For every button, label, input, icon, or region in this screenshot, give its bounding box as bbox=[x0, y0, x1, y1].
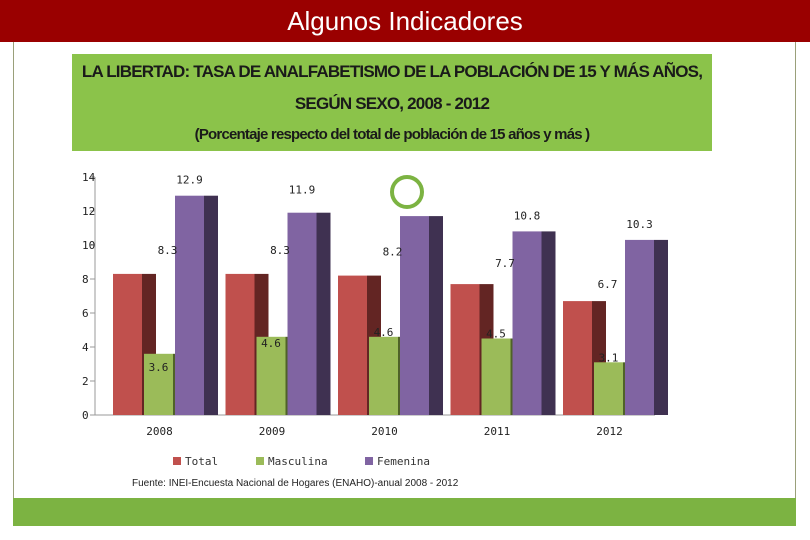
data-label-masculina-2012: 3.1 bbox=[599, 351, 619, 364]
bar-side-femenina-2010 bbox=[429, 216, 443, 415]
x-tick-label-2010: 2010 bbox=[371, 425, 398, 438]
legend-swatch-femenina bbox=[365, 457, 373, 465]
bar-side-femenina-2009 bbox=[316, 212, 331, 415]
x-tick-label-2008: 2008 bbox=[146, 425, 173, 438]
y-tick-label: 2 bbox=[82, 375, 89, 388]
bar-masculina-2010 bbox=[369, 336, 398, 415]
legend-label-masculina: Masculina bbox=[268, 455, 328, 468]
data-label-femenina-2008: 12.9 bbox=[176, 174, 203, 187]
bar-total-2012 bbox=[563, 301, 592, 415]
header-line-1: LA LIBERTAD: TASA DE ANALFABETISMO DE LA… bbox=[81, 62, 703, 81]
y-axis-ticks: 0 2 4 6 8 10 12 14 bbox=[82, 171, 96, 422]
bar-femenina-2008 bbox=[175, 195, 204, 415]
data-label-total-2011: 7.7 bbox=[495, 257, 515, 270]
data-label-masculina-2011: 4.5 bbox=[486, 328, 506, 341]
slide-title: Algunos Indicadores bbox=[287, 6, 523, 36]
bar-femenina-2011 bbox=[512, 231, 542, 415]
bar-masculina-2011 bbox=[481, 338, 511, 415]
x-tick-label-2012: 2012 bbox=[596, 425, 623, 438]
y-tick-label: 12 bbox=[82, 205, 95, 218]
bar-masculina-2008 bbox=[144, 353, 173, 415]
bar-side-femenina-2012 bbox=[654, 239, 668, 415]
chart-legend: Total Masculina Femenina bbox=[173, 455, 430, 468]
x-tick-label-2011: 2011 bbox=[484, 425, 511, 438]
x-tick-label-2009: 2009 bbox=[259, 425, 286, 438]
x-axis-labels: 2008 2009 2010 2011 2012 bbox=[146, 425, 623, 438]
data-label-total-2008: 8.3 bbox=[158, 244, 178, 257]
chart-header: LA LIBERTAD: TASA DE ANALFABETISMO DE LA… bbox=[72, 54, 712, 151]
header-line-2: SEGÚN SEXO, 2008 - 2012 bbox=[294, 94, 490, 113]
legend-swatch-masculina bbox=[256, 457, 264, 465]
source-note: Fuente: INEI-Encuesta Nacional de Hogare… bbox=[132, 478, 459, 489]
bar-total-2008 bbox=[113, 273, 142, 415]
y-tick-label: 6 bbox=[82, 307, 89, 320]
data-label-femenina-2009: 11.9 bbox=[289, 184, 316, 197]
y-tick-label: 8 bbox=[82, 273, 89, 286]
data-label-total-2009: 8.3 bbox=[270, 244, 290, 257]
y-tick-label: 4 bbox=[82, 341, 89, 354]
decorative-ring-icon bbox=[385, 170, 429, 214]
data-label-femenina-2011: 10.8 bbox=[514, 209, 541, 222]
bar-masculina-2009 bbox=[256, 336, 286, 415]
bar-total-2009 bbox=[225, 273, 255, 415]
y-tick-label: 14 bbox=[82, 171, 96, 184]
legend-label-total: Total bbox=[185, 455, 218, 468]
bar-femenina-2010 bbox=[400, 216, 429, 415]
y-tick-label: 0 bbox=[82, 409, 89, 422]
header-line-3: (Porcentaje respecto del total de poblac… bbox=[194, 126, 591, 143]
bar-femenina-2012 bbox=[625, 239, 654, 415]
bar-total-2011 bbox=[450, 284, 480, 415]
data-label-masculina-2008: 3.6 bbox=[149, 361, 169, 374]
data-label-total-2010: 8.2 bbox=[383, 246, 403, 259]
legend-label-femenina: Femenina bbox=[377, 455, 430, 468]
bar-masculina-2012 bbox=[594, 362, 623, 415]
bar-group bbox=[113, 195, 668, 415]
bar-total-2010 bbox=[338, 275, 367, 415]
title-banner: Algunos Indicadores bbox=[0, 0, 810, 42]
y-tick-label: 10 bbox=[82, 239, 95, 252]
legend-swatch-total bbox=[173, 457, 181, 465]
bar-femenina-2009 bbox=[287, 212, 317, 415]
data-label-femenina-2012: 10.3 bbox=[626, 218, 653, 231]
bar-side-femenina-2008 bbox=[204, 195, 218, 415]
bar-side-femenina-2011 bbox=[541, 231, 556, 415]
footer-bar bbox=[13, 498, 796, 526]
data-label-masculina-2009: 4.6 bbox=[261, 337, 281, 350]
data-label-masculina-2010: 4.6 bbox=[374, 326, 394, 339]
data-label-total-2012: 6.7 bbox=[598, 278, 618, 291]
